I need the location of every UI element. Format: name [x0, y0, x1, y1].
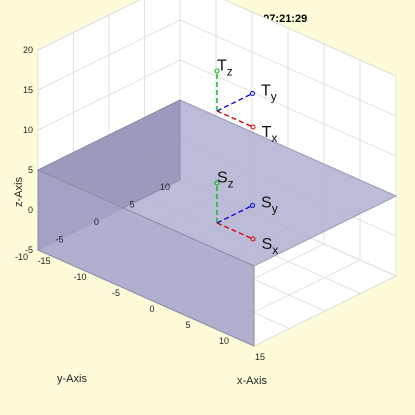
z-tick-label: 10	[23, 125, 33, 135]
t-y-axis-tip	[250, 91, 255, 96]
z-axis-label: z-Axis	[13, 177, 25, 207]
y-axis-label: y-Axis	[57, 373, 87, 385]
t-x-axis-line	[216, 110, 254, 128]
z-tick-label: 15	[23, 85, 33, 95]
t-x-axis-subscript: x	[271, 131, 277, 145]
s-x-axis-line	[216, 222, 254, 240]
y-tick-label: -5	[55, 235, 63, 245]
grid-line-z	[37, 59, 181, 131]
t-y-axis-line	[216, 92, 253, 112]
grid-line-z	[37, 19, 181, 91]
grid-line-z	[223, 0, 397, 77]
t-x-axis-tip	[250, 124, 256, 130]
s-y-axis-line	[216, 204, 253, 224]
z-tick-label: 5	[28, 165, 33, 175]
s-z-axis-tip	[214, 180, 220, 186]
t-y-axis-subscript: y	[271, 89, 277, 103]
y-tick-label: -10	[15, 252, 28, 262]
z-tick-label: -5	[25, 245, 33, 255]
s-y-axis-tip	[250, 203, 255, 208]
t-z-axis-tip	[214, 68, 220, 74]
x-axis-label: x-Axis	[237, 375, 267, 387]
x-tick-label: -5	[112, 288, 120, 298]
table-front-face	[37, 169, 255, 347]
s-x-axis-subscript: x	[272, 243, 278, 257]
x-tick-label: 15	[255, 352, 265, 362]
grid-line-z	[179, 59, 397, 157]
x-tick-label: -10	[73, 272, 86, 282]
x-tick-label: -15	[37, 256, 50, 266]
x-tick-label: 5	[185, 320, 190, 330]
z-tick-label: 0	[28, 205, 33, 215]
x-tick-label: 10	[219, 336, 229, 346]
z-tick-label: 20	[23, 45, 33, 55]
grid-line-z	[179, 19, 397, 117]
y-tick-label: 10	[160, 182, 170, 192]
grid-line-z	[37, 0, 141, 51]
s-y-axis-subscript: y	[272, 201, 278, 215]
s-z-axis-subscript: z	[228, 177, 234, 191]
y-tick-label: 0	[94, 217, 99, 227]
x-tick-label: 0	[149, 304, 154, 314]
y-tick-label: 5	[129, 200, 134, 210]
s-x-axis-tip	[250, 236, 256, 242]
t-z-axis-subscript: z	[227, 65, 233, 79]
